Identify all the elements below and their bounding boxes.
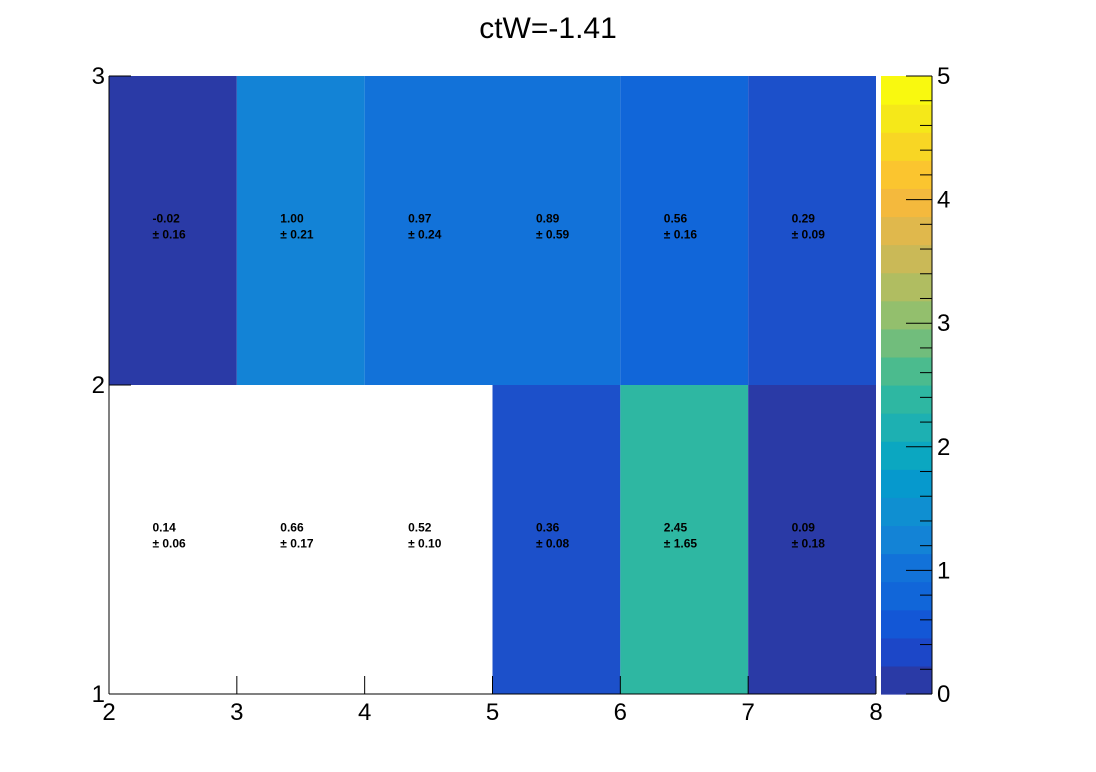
colorbar-band xyxy=(881,385,932,414)
colorbar-band xyxy=(881,132,932,161)
colorbar-band xyxy=(881,525,932,555)
cell-error-label: ± 0.16 xyxy=(664,228,698,242)
colorbar-band xyxy=(881,441,932,470)
colorbar-band xyxy=(881,300,932,330)
colorbar-band xyxy=(881,413,932,442)
y-tick-label: 1 xyxy=(92,681,105,708)
cell-value-label: 0.29 xyxy=(792,212,816,226)
colorbar-band xyxy=(881,469,932,498)
cell-error-label: ± 0.24 xyxy=(408,228,442,242)
heatmap-cell xyxy=(492,385,621,694)
colorbar-tick-label: 2 xyxy=(937,434,950,461)
heatmap-cell xyxy=(748,76,876,385)
heatmap-cell xyxy=(109,76,237,385)
cells-layer xyxy=(109,76,876,694)
colorbar-band xyxy=(881,76,932,105)
colorbar-tick-label: 4 xyxy=(937,187,950,214)
cell-value-label: 0.66 xyxy=(280,521,304,535)
x-tick-label: 7 xyxy=(741,699,754,726)
colorbar-tick-label: 5 xyxy=(937,63,950,90)
y-tick-label: 2 xyxy=(92,372,105,399)
cell-error-label: ± 0.06 xyxy=(152,537,186,551)
cell-error-label: ± 0.59 xyxy=(536,228,570,242)
colorbar-tick-label: 3 xyxy=(937,310,950,337)
colorbar-band xyxy=(881,188,932,218)
heatmap-cell xyxy=(620,76,749,385)
x-tick-label: 6 xyxy=(614,699,627,726)
cell-error-label: ± 0.21 xyxy=(280,228,314,242)
colorbar-band xyxy=(881,665,932,695)
x-tick-label: 3 xyxy=(230,699,243,726)
colorbar-band xyxy=(881,216,932,246)
heatmap-cell xyxy=(236,76,365,385)
cell-value-label: 0.52 xyxy=(408,521,432,535)
heatmap-cell xyxy=(364,76,493,385)
cell-labels-layer: -0.02 ± 0.16 1.00 ± 0.21 0.97 ± 0.24 0.89 ± 0.5… xyxy=(152,212,825,551)
colorbar-band xyxy=(881,637,932,667)
cell-value-label: 0.97 xyxy=(408,212,432,226)
cell-error-label: ± 0.16 xyxy=(152,228,186,242)
cell-value-label: 0.56 xyxy=(664,212,688,226)
cell-value-label: 0.14 xyxy=(152,521,176,535)
cell-error-label: ± 0.08 xyxy=(536,537,570,551)
colorbar-band xyxy=(881,581,932,611)
colorbar-tick-label: 1 xyxy=(937,557,950,584)
cell-value-label: 1.00 xyxy=(280,212,304,226)
colorbar-band xyxy=(881,609,932,639)
x-tick-label: 4 xyxy=(358,699,371,726)
y-tick-label: 3 xyxy=(92,63,105,90)
colorbar-tick-label: 0 xyxy=(937,681,950,708)
colorbar-band xyxy=(881,553,932,583)
cell-error-label: ± 0.18 xyxy=(792,537,826,551)
colorbar-band xyxy=(881,272,932,302)
cell-error-label: ± 0.09 xyxy=(792,228,826,242)
heatmap-cell xyxy=(492,76,621,385)
cell-value-label: 2.45 xyxy=(664,521,688,535)
colorbar: 0 1 2 3 4 5 xyxy=(881,63,950,708)
colorbar-band xyxy=(881,356,932,386)
chart-title: ctW=-1.41 xyxy=(479,12,617,45)
heatmap-cell xyxy=(620,385,749,694)
colorbar-band xyxy=(881,104,932,133)
colorbar-band xyxy=(881,497,932,527)
cell-error-label: ± 0.10 xyxy=(408,537,442,551)
cell-error-label: ± 1.65 xyxy=(664,537,698,551)
cell-error-label: ± 0.17 xyxy=(280,537,314,551)
x-tick-label: 8 xyxy=(869,699,882,726)
cell-value-label: -0.02 xyxy=(152,212,180,226)
heatmap-cell xyxy=(748,385,876,694)
cell-value-label: 0.36 xyxy=(536,521,560,535)
x-tick-label: 5 xyxy=(486,699,499,726)
colorbar-band xyxy=(881,328,932,358)
cell-value-label: 0.89 xyxy=(536,212,560,226)
cell-value-label: 0.09 xyxy=(792,521,816,535)
x-tick-label: 2 xyxy=(102,699,115,726)
